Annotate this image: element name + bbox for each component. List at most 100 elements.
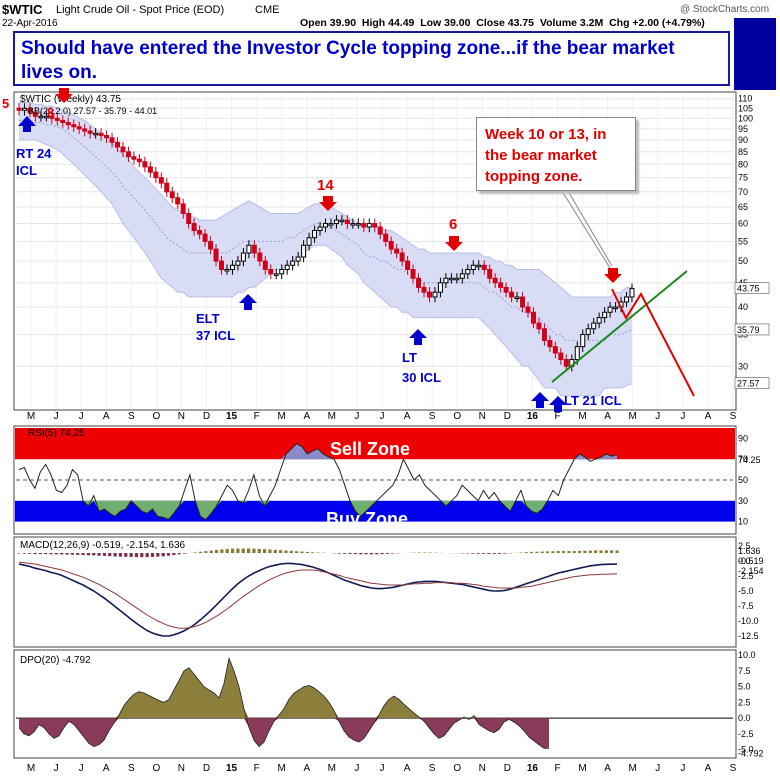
- buy-zone: [15, 500, 735, 522]
- macd-histogram-bar: [353, 553, 357, 555]
- x-axis-label: J: [380, 411, 385, 422]
- macd-histogram-bar: [150, 553, 155, 557]
- candle-body: [54, 117, 60, 121]
- x-axis-label: N: [178, 763, 185, 774]
- callout-pointer: [561, 190, 611, 269]
- x-axis-label: A: [705, 411, 712, 422]
- macd-histogram-bar: [38, 553, 42, 555]
- price-tick-label: 100: [738, 113, 753, 123]
- x-axis-label: D: [203, 763, 210, 774]
- rt-sub: ICL: [16, 163, 37, 178]
- lt30-label: LT: [402, 350, 417, 365]
- macd-histogram-bar: [28, 553, 32, 554]
- candle-body: [65, 122, 71, 126]
- dpo-tick-label: 10.0: [738, 650, 756, 660]
- headline: Should have entered the Investor Cycle t…: [21, 38, 675, 83]
- dpo-negative-area: [19, 718, 549, 749]
- macd-histogram-bar: [497, 553, 502, 554]
- macd-histogram-bar: [529, 551, 534, 553]
- x-axis-label: M: [278, 763, 286, 774]
- lt30-sub: 30 ICL: [402, 370, 441, 385]
- macd-histogram-bar: [252, 548, 256, 553]
- x-axis-label: J: [354, 411, 359, 422]
- candle-body: [547, 340, 553, 348]
- rising-trendline: [551, 270, 688, 383]
- macd-histogram-bar: [380, 553, 384, 555]
- x-axis-label: D: [504, 763, 511, 774]
- macd-histogram-bar: [198, 551, 203, 553]
- macd-histogram-bar: [182, 553, 187, 554]
- x-axis-label: J: [655, 411, 660, 422]
- up-arrow-icon: [549, 396, 567, 412]
- x-axis-label: O: [152, 763, 160, 774]
- candle-body: [32, 111, 38, 117]
- x-axis-label: J: [680, 411, 685, 422]
- chart-date: 22-Apr-2016: [2, 18, 58, 29]
- cycle-week-6: 6: [449, 216, 457, 233]
- down-arrow-icon: [55, 88, 73, 103]
- macd-histogram-bar: [481, 553, 486, 554]
- macd-histogram-bar: [364, 553, 368, 555]
- projection-path: [611, 288, 695, 397]
- x-axis-label: N: [479, 411, 486, 422]
- candle-body: [481, 264, 487, 270]
- macd-histogram-bar: [471, 553, 475, 554]
- candle-body: [219, 260, 225, 270]
- price-tick-label: 85: [738, 147, 748, 157]
- left-edge-number: 5: [2, 96, 9, 111]
- x-axis-label: M: [629, 411, 637, 422]
- x-axis-label: J: [54, 763, 59, 774]
- candle-body: [536, 322, 542, 330]
- x-axis-label: F: [254, 763, 260, 774]
- x-axis-label: D: [203, 411, 210, 422]
- macd-histogram-bar: [535, 551, 539, 553]
- candle-body: [410, 268, 416, 279]
- x-axis-label: M: [629, 763, 637, 774]
- price-tick-label: 75: [738, 173, 748, 183]
- macd-histogram-bar: [289, 550, 293, 553]
- rsi-tick-label: 10: [738, 517, 748, 527]
- candle-body: [235, 260, 241, 266]
- candle-body: [405, 260, 411, 270]
- sell-zone-label: Sell Zone: [330, 439, 410, 459]
- watermark: @ StockCharts.com: [680, 4, 770, 15]
- rt-label: RT 24: [16, 146, 52, 161]
- candle-body: [257, 252, 263, 262]
- macd-histogram-bar: [156, 553, 160, 557]
- down-arrow-icon: [604, 268, 622, 283]
- candle-body: [591, 322, 597, 330]
- price-tick-label: 50: [738, 256, 748, 266]
- x-axis-label: A: [705, 763, 712, 774]
- macd-histogram-bar: [102, 553, 107, 556]
- candle-body: [388, 240, 394, 250]
- candle-body: [153, 171, 159, 179]
- price-tick-label: 90: [738, 135, 748, 145]
- macd-histogram-bar: [476, 553, 480, 554]
- candle-body: [530, 311, 536, 324]
- x-axis-label: S: [128, 763, 135, 774]
- candle-body: [624, 296, 630, 303]
- candle-body: [158, 177, 164, 184]
- candle-body: [290, 260, 296, 266]
- macd-histogram-bar: [604, 550, 608, 553]
- price-panel-title: $WTIC (Weekly) 43.75: [20, 94, 121, 105]
- x-axis-label: F: [554, 763, 560, 774]
- price-tick-label: 65: [738, 202, 748, 212]
- candle-body: [525, 306, 531, 313]
- down-arrow-icon: [445, 236, 463, 251]
- candle-body: [87, 130, 93, 134]
- rsi-tick-label: 50: [738, 475, 748, 485]
- bb-low-label-bg: [734, 377, 770, 389]
- elt-label: ELT: [196, 311, 220, 326]
- macd-tick-label: 0.0: [738, 556, 751, 566]
- macd-histogram-bar: [562, 551, 566, 553]
- headline-box: Should have entered the Investor Cycle t…: [13, 31, 730, 86]
- candle-body: [284, 264, 290, 270]
- dpo-tick-label: -5.0: [738, 745, 754, 755]
- candle-body: [317, 226, 323, 232]
- rsi-line: [18, 442, 618, 521]
- candle-body: [142, 161, 148, 168]
- macd-histogram-bar: [588, 550, 592, 553]
- x-axis-label: N: [178, 411, 185, 422]
- macd-histogram-bar: [556, 551, 560, 553]
